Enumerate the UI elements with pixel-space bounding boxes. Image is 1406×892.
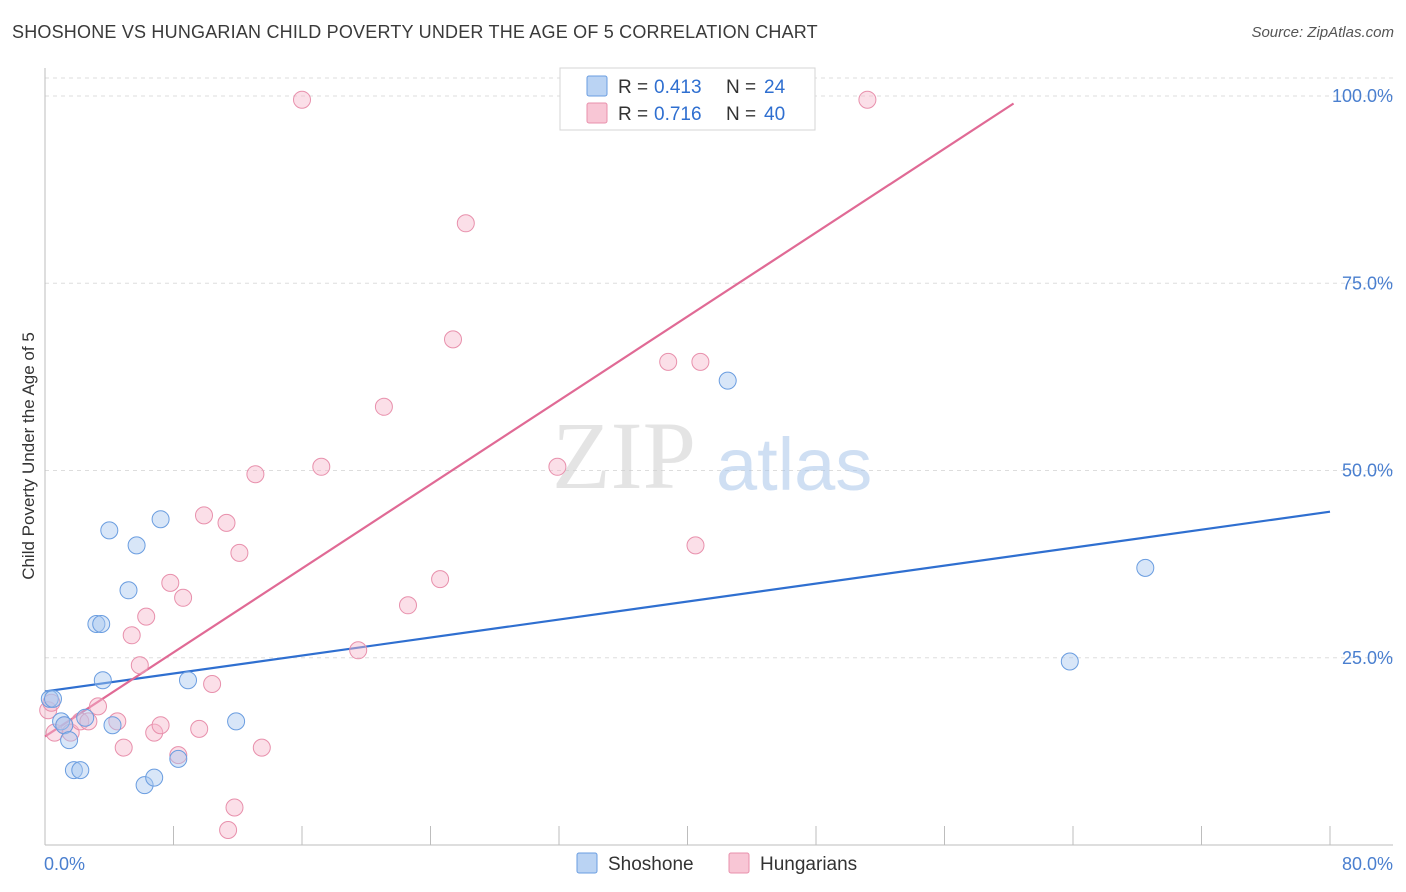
point-hungarians-1 [45, 723, 64, 742]
point-hungarians-8 [114, 738, 133, 757]
legend-n-value-hungarians: 40 [764, 104, 785, 125]
point-hungarians-10 [130, 656, 149, 675]
point-hungarians-20 [217, 513, 236, 532]
legend-n-label-hungarians: N = [726, 104, 756, 125]
point-shoshone-10 [93, 671, 112, 690]
point-hungarians-6 [89, 697, 107, 716]
point-shoshone-3 [55, 716, 74, 735]
point-hungarians-30 [399, 596, 417, 615]
bottom-legend-label-hungarians: Hungarians [760, 854, 857, 875]
point-hungarians-29 [374, 397, 393, 416]
point-shoshone-16 [145, 768, 164, 787]
grid-lines [45, 77, 1393, 659]
point-hungarians-33 [456, 214, 475, 233]
source-credit: Source: ZipAtlas.com [1251, 24, 1394, 41]
point-hungarians-9 [122, 626, 141, 645]
point-hungarians-23 [230, 543, 249, 562]
legend-n-label-shoshone: N = [726, 77, 756, 98]
point-hungarians-17 [190, 719, 209, 738]
point-hungarians-13 [151, 716, 170, 735]
point-shoshone-22 [1060, 652, 1079, 671]
legend-swatch-shoshone [586, 75, 608, 97]
trend-lines [44, 102, 1331, 738]
chart-title: SHOSHONE VS HUNGARIAN CHILD POVERTY UNDE… [12, 22, 818, 42]
x-tick-label-0: 0.0% [44, 854, 85, 874]
point-shoshone-11 [103, 716, 122, 735]
point-hungarians-26 [293, 90, 311, 109]
legend-r-label-hungarians: R = [618, 104, 648, 125]
point-shoshone-12 [100, 521, 119, 540]
watermark-zip: ZIP [552, 402, 696, 509]
point-hungarians-11 [137, 607, 156, 626]
point-shoshone-21 [718, 371, 737, 390]
bottom-legend: Shoshone Hungarians [576, 852, 857, 875]
trend-line-hungarians [44, 102, 1015, 738]
legend-r-value-shoshone: 0.413 [654, 77, 702, 98]
point-hungarians-31 [431, 570, 450, 589]
axes [44, 68, 1393, 846]
trend-line-shoshone [44, 510, 1331, 693]
bottom-legend-swatch-shoshone [576, 852, 598, 874]
point-hungarians-24 [246, 465, 265, 484]
point-shoshone-13 [119, 581, 138, 600]
point-hungarians-22 [225, 798, 244, 817]
point-hungarians-27 [312, 457, 331, 476]
point-shoshone-8 [87, 615, 106, 633]
point-shoshone-20 [227, 712, 246, 731]
point-hungarians-15 [174, 588, 193, 607]
y-tick-label-0: 25.0% [1342, 648, 1393, 668]
bottom-legend-label-shoshone: Shoshone [608, 854, 694, 875]
point-shoshone-4 [60, 731, 79, 750]
point-hungarians-21 [219, 821, 238, 839]
legend-r-label-shoshone: R = [618, 77, 648, 98]
point-hungarians-25 [252, 738, 271, 757]
point-hungarians-34 [548, 457, 567, 476]
data-points [39, 90, 1155, 839]
x-tick-label-1: 80.0% [1342, 854, 1393, 874]
point-hungarians-12 [145, 723, 164, 742]
legend-n-value-shoshone: 24 [764, 77, 786, 98]
point-hungarians-36 [686, 536, 705, 555]
point-shoshone-1 [44, 689, 62, 708]
point-hungarians-38 [858, 90, 877, 109]
point-shoshone-5 [64, 761, 83, 780]
point-shoshone-23 [1136, 558, 1155, 577]
point-shoshone-17 [151, 510, 170, 529]
point-hungarians-18 [195, 506, 213, 525]
point-shoshone-6 [71, 761, 90, 780]
tick-labels: 25.0% 50.0% 75.0% 100.0% 0.0% 80.0% [44, 86, 1393, 874]
point-hungarians-16 [169, 746, 188, 765]
point-shoshone-15 [135, 776, 154, 795]
point-shoshone-18 [169, 749, 188, 768]
y-tick-label-1: 50.0% [1342, 461, 1393, 481]
watermark: ZIP atlas [552, 402, 872, 509]
bottom-legend-swatch-hungarians [728, 852, 750, 874]
y-tick-label-2: 75.0% [1342, 273, 1393, 293]
point-shoshone-19 [179, 671, 197, 690]
point-shoshone-9 [92, 615, 111, 633]
point-shoshone-7 [76, 708, 95, 727]
watermark-atlas: atlas [716, 423, 872, 506]
point-hungarians-35 [659, 352, 678, 371]
point-hungarians-19 [203, 675, 222, 693]
point-shoshone-14 [127, 536, 146, 555]
y-tick-label-3: 100.0% [1332, 86, 1393, 106]
point-hungarians-28 [349, 641, 368, 660]
y-axis-label: Child Poverty Under the Age of 5 [19, 332, 38, 580]
legend-swatch-hungarians [586, 102, 608, 124]
legend-r-value-hungarians: 0.716 [654, 104, 702, 125]
point-hungarians-32 [444, 330, 462, 349]
legend: R = 0.413 N = 24 R = 0.716 N = 40 [559, 67, 816, 131]
point-hungarians-37 [691, 352, 710, 371]
point-hungarians-14 [161, 573, 180, 592]
